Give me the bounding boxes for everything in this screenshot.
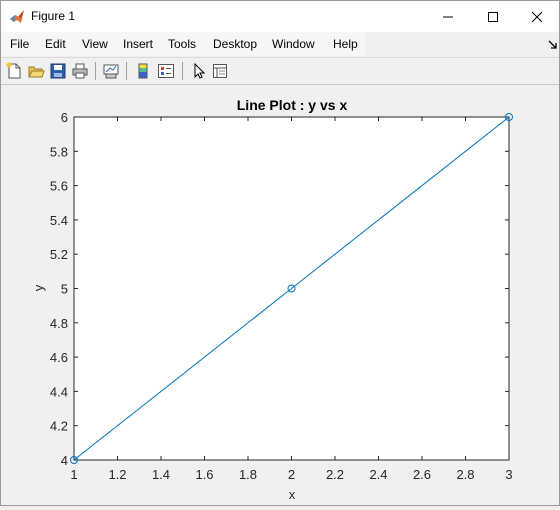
close-icon <box>531 11 543 22</box>
legend-icon[interactable] <box>157 62 175 80</box>
y-tick-label: 5.8 <box>50 144 68 159</box>
menu-strip: File Edit View Insert Tools Desktop Wind… <box>1 32 365 56</box>
menu-window[interactable]: Window <box>272 37 315 51</box>
new-figure-icon[interactable] <box>5 62 23 80</box>
edit-plot-icon[interactable] <box>190 62 208 80</box>
x-tick-label: 2.2 <box>326 467 344 482</box>
menu-help[interactable]: Help <box>333 37 358 51</box>
x-tick-label: 1 <box>70 467 77 482</box>
line-plot[interactable]: Line Plot : y vs x 1 1.2 1.4 1.6 1.8 2 2.2 2.4 2… <box>1 85 559 505</box>
menu-insert[interactable]: Insert <box>123 37 154 51</box>
save-icon[interactable] <box>49 62 67 80</box>
y-tick-label: 4 <box>61 453 68 468</box>
x-axis: 1 1.2 1.4 1.6 1.8 2 2.2 2.4 2.6 2.8 3 <box>70 117 513 482</box>
y-tick-label: 4.4 <box>50 384 68 399</box>
dock-figure-icon[interactable] <box>548 40 558 50</box>
y-tick-label: 5.2 <box>50 247 68 262</box>
menu-file[interactable]: File <box>10 37 30 51</box>
x-tick-label: 1.8 <box>239 467 257 482</box>
window-title: Figure 1 <box>31 9 76 23</box>
y-tick-label: 5 <box>61 282 68 297</box>
x-tick-label: 2 <box>288 467 295 482</box>
menu-desktop[interactable]: Desktop <box>213 37 258 51</box>
link-plot-icon[interactable] <box>102 62 120 80</box>
y-axis: 4 4.2 4.4 4.6 4.8 5 5.2 5.4 5.6 5.8 6 <box>50 110 509 468</box>
x-tick-label: 1.4 <box>152 467 170 482</box>
toolbar-separator <box>182 62 183 80</box>
close-button[interactable] <box>514 1 560 32</box>
colorbar-icon[interactable] <box>134 62 152 80</box>
menu-bar: File Edit View Insert Tools Desktop Wind… <box>1 32 559 56</box>
menu-edit[interactable]: Edit <box>45 37 66 51</box>
print-icon[interactable] <box>71 62 89 80</box>
x-axis-label: x <box>289 487 296 502</box>
menu-tools[interactable]: Tools <box>168 37 197 51</box>
y-tick-label: 5.4 <box>50 213 68 228</box>
toolbar-separator <box>126 62 127 80</box>
maximize-icon <box>488 11 498 22</box>
x-tick-label: 3 <box>505 467 512 482</box>
toolbar-separator <box>95 62 96 80</box>
plot-title: Line Plot : y vs x <box>237 97 348 113</box>
x-tick-label: 1.2 <box>108 467 126 482</box>
x-tick-label: 2.8 <box>456 467 474 482</box>
maximize-button[interactable] <box>470 1 516 32</box>
property-inspector-icon[interactable] <box>211 62 229 80</box>
plot-series <box>70 113 513 464</box>
y-tick-label: 6 <box>61 110 68 125</box>
x-tick-label: 2.6 <box>413 467 431 482</box>
y-axis-label: y <box>31 284 46 291</box>
data-point-marker[interactable] <box>287 284 296 293</box>
figure-toolbar <box>1 57 559 85</box>
y-tick-label: 4.8 <box>50 316 68 331</box>
data-point-marker[interactable] <box>70 456 78 464</box>
minimize-button[interactable] <box>425 1 471 32</box>
y-tick-label: 4.6 <box>50 350 68 365</box>
x-tick-label: 1.6 <box>195 467 213 482</box>
data-point-marker[interactable] <box>505 113 513 121</box>
y-tick-label: 4.2 <box>50 419 68 434</box>
matlab-logo-icon <box>10 10 24 23</box>
x-tick-label: 2.4 <box>369 467 387 482</box>
open-file-icon[interactable] <box>27 62 45 80</box>
series-line[interactable] <box>73 116 510 461</box>
menu-view[interactable]: View <box>82 37 108 51</box>
y-tick-label: 5.6 <box>50 179 68 194</box>
title-bar[interactable]: Figure 1 <box>1 1 559 32</box>
figure-canvas: Line Plot : y vs x 1 1.2 1.4 1.6 1.8 2 2.2 2.4 2… <box>1 85 559 505</box>
minimize-icon <box>443 16 453 17</box>
